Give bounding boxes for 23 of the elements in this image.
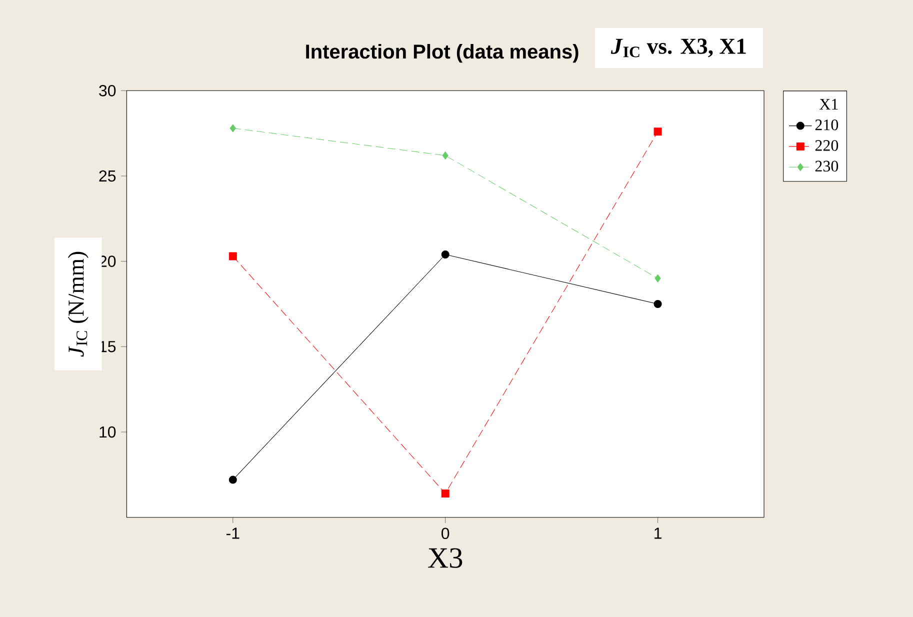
point — [441, 489, 450, 498]
y-tick-label: 25 — [99, 170, 116, 182]
point — [441, 250, 450, 259]
x-tick-label: 1 — [654, 528, 662, 539]
x-tick-label: -1 — [226, 528, 240, 539]
y-axis-title: J$_{IC}$ (N/mm) — [68, 252, 88, 357]
point — [654, 300, 662, 308]
chart-title: Interaction Plot (data means) — [306, 44, 578, 63]
x-tick-label: 0 — [442, 528, 450, 540]
x-axis-title: X3 — [428, 548, 462, 568]
y-tick-label: 10 — [100, 426, 116, 438]
legend-title: X1 — [819, 98, 838, 110]
legend-label: 220 — [815, 140, 838, 151]
legend-label: 230 — [815, 160, 838, 172]
point — [228, 252, 237, 260]
point — [654, 128, 662, 136]
point — [230, 124, 236, 132]
chart-subtitle: J$_{IC}$ vs. X3, X1 — [610, 38, 746, 58]
point — [228, 476, 237, 484]
legend-label: 210 — [815, 119, 838, 130]
point — [442, 152, 448, 160]
point — [654, 274, 661, 282]
y-tick-label: 30 — [99, 85, 116, 96]
